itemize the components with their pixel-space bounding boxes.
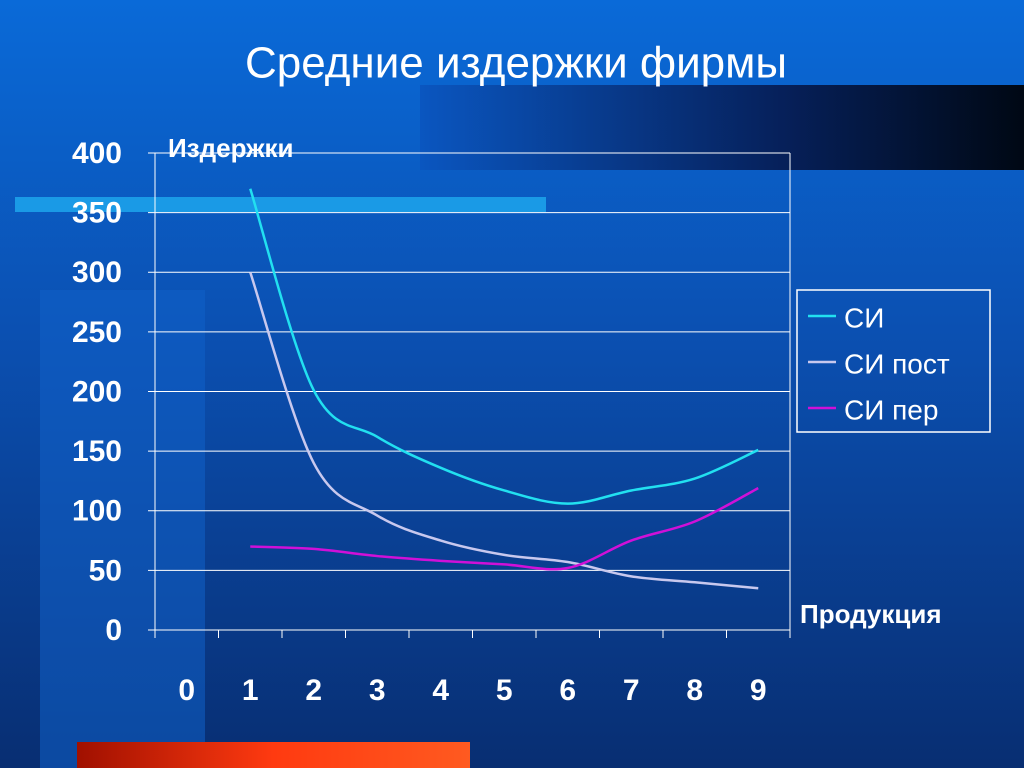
x-tick-label: 4 [432,674,449,707]
x-axis-label: Продукция [800,599,942,629]
y-tick-label: 350 [72,197,122,230]
x-tick-label: 2 [305,674,322,707]
y-tick-label: 150 [72,435,122,468]
y-tick-label: 0 [105,614,122,647]
x-tick-label: 7 [623,674,640,707]
decor-bar [15,197,546,212]
series-line [250,486,759,571]
decor-strip [40,290,205,768]
legend-label: СИ [844,302,884,333]
decor-red [77,742,470,768]
x-tick-label: 3 [369,674,386,707]
x-tick-label: 8 [686,674,703,707]
x-tick-label: 0 [178,674,195,707]
y-tick-label: 400 [72,137,122,170]
x-tick-label: 9 [750,674,767,707]
x-tick-label: 1 [242,674,259,707]
x-tick-label: 6 [559,674,576,707]
decor-band [420,85,1024,170]
chart-title: Средние издержки фирмы [245,39,787,88]
legend-box [796,289,991,433]
series-line [249,188,759,505]
legend-label: СИ пост [844,348,950,379]
y-tick-label: 100 [72,495,122,528]
x-tick-label: 5 [496,674,513,707]
legend-label: СИ пер [844,394,938,425]
y-tick-label: 200 [72,375,122,408]
series-line [249,271,759,590]
y-tick-label: 300 [72,256,122,289]
y-tick-label: 50 [89,554,122,587]
y-tick-label: 250 [72,316,122,349]
y-axis-label: Издержки [168,133,294,163]
